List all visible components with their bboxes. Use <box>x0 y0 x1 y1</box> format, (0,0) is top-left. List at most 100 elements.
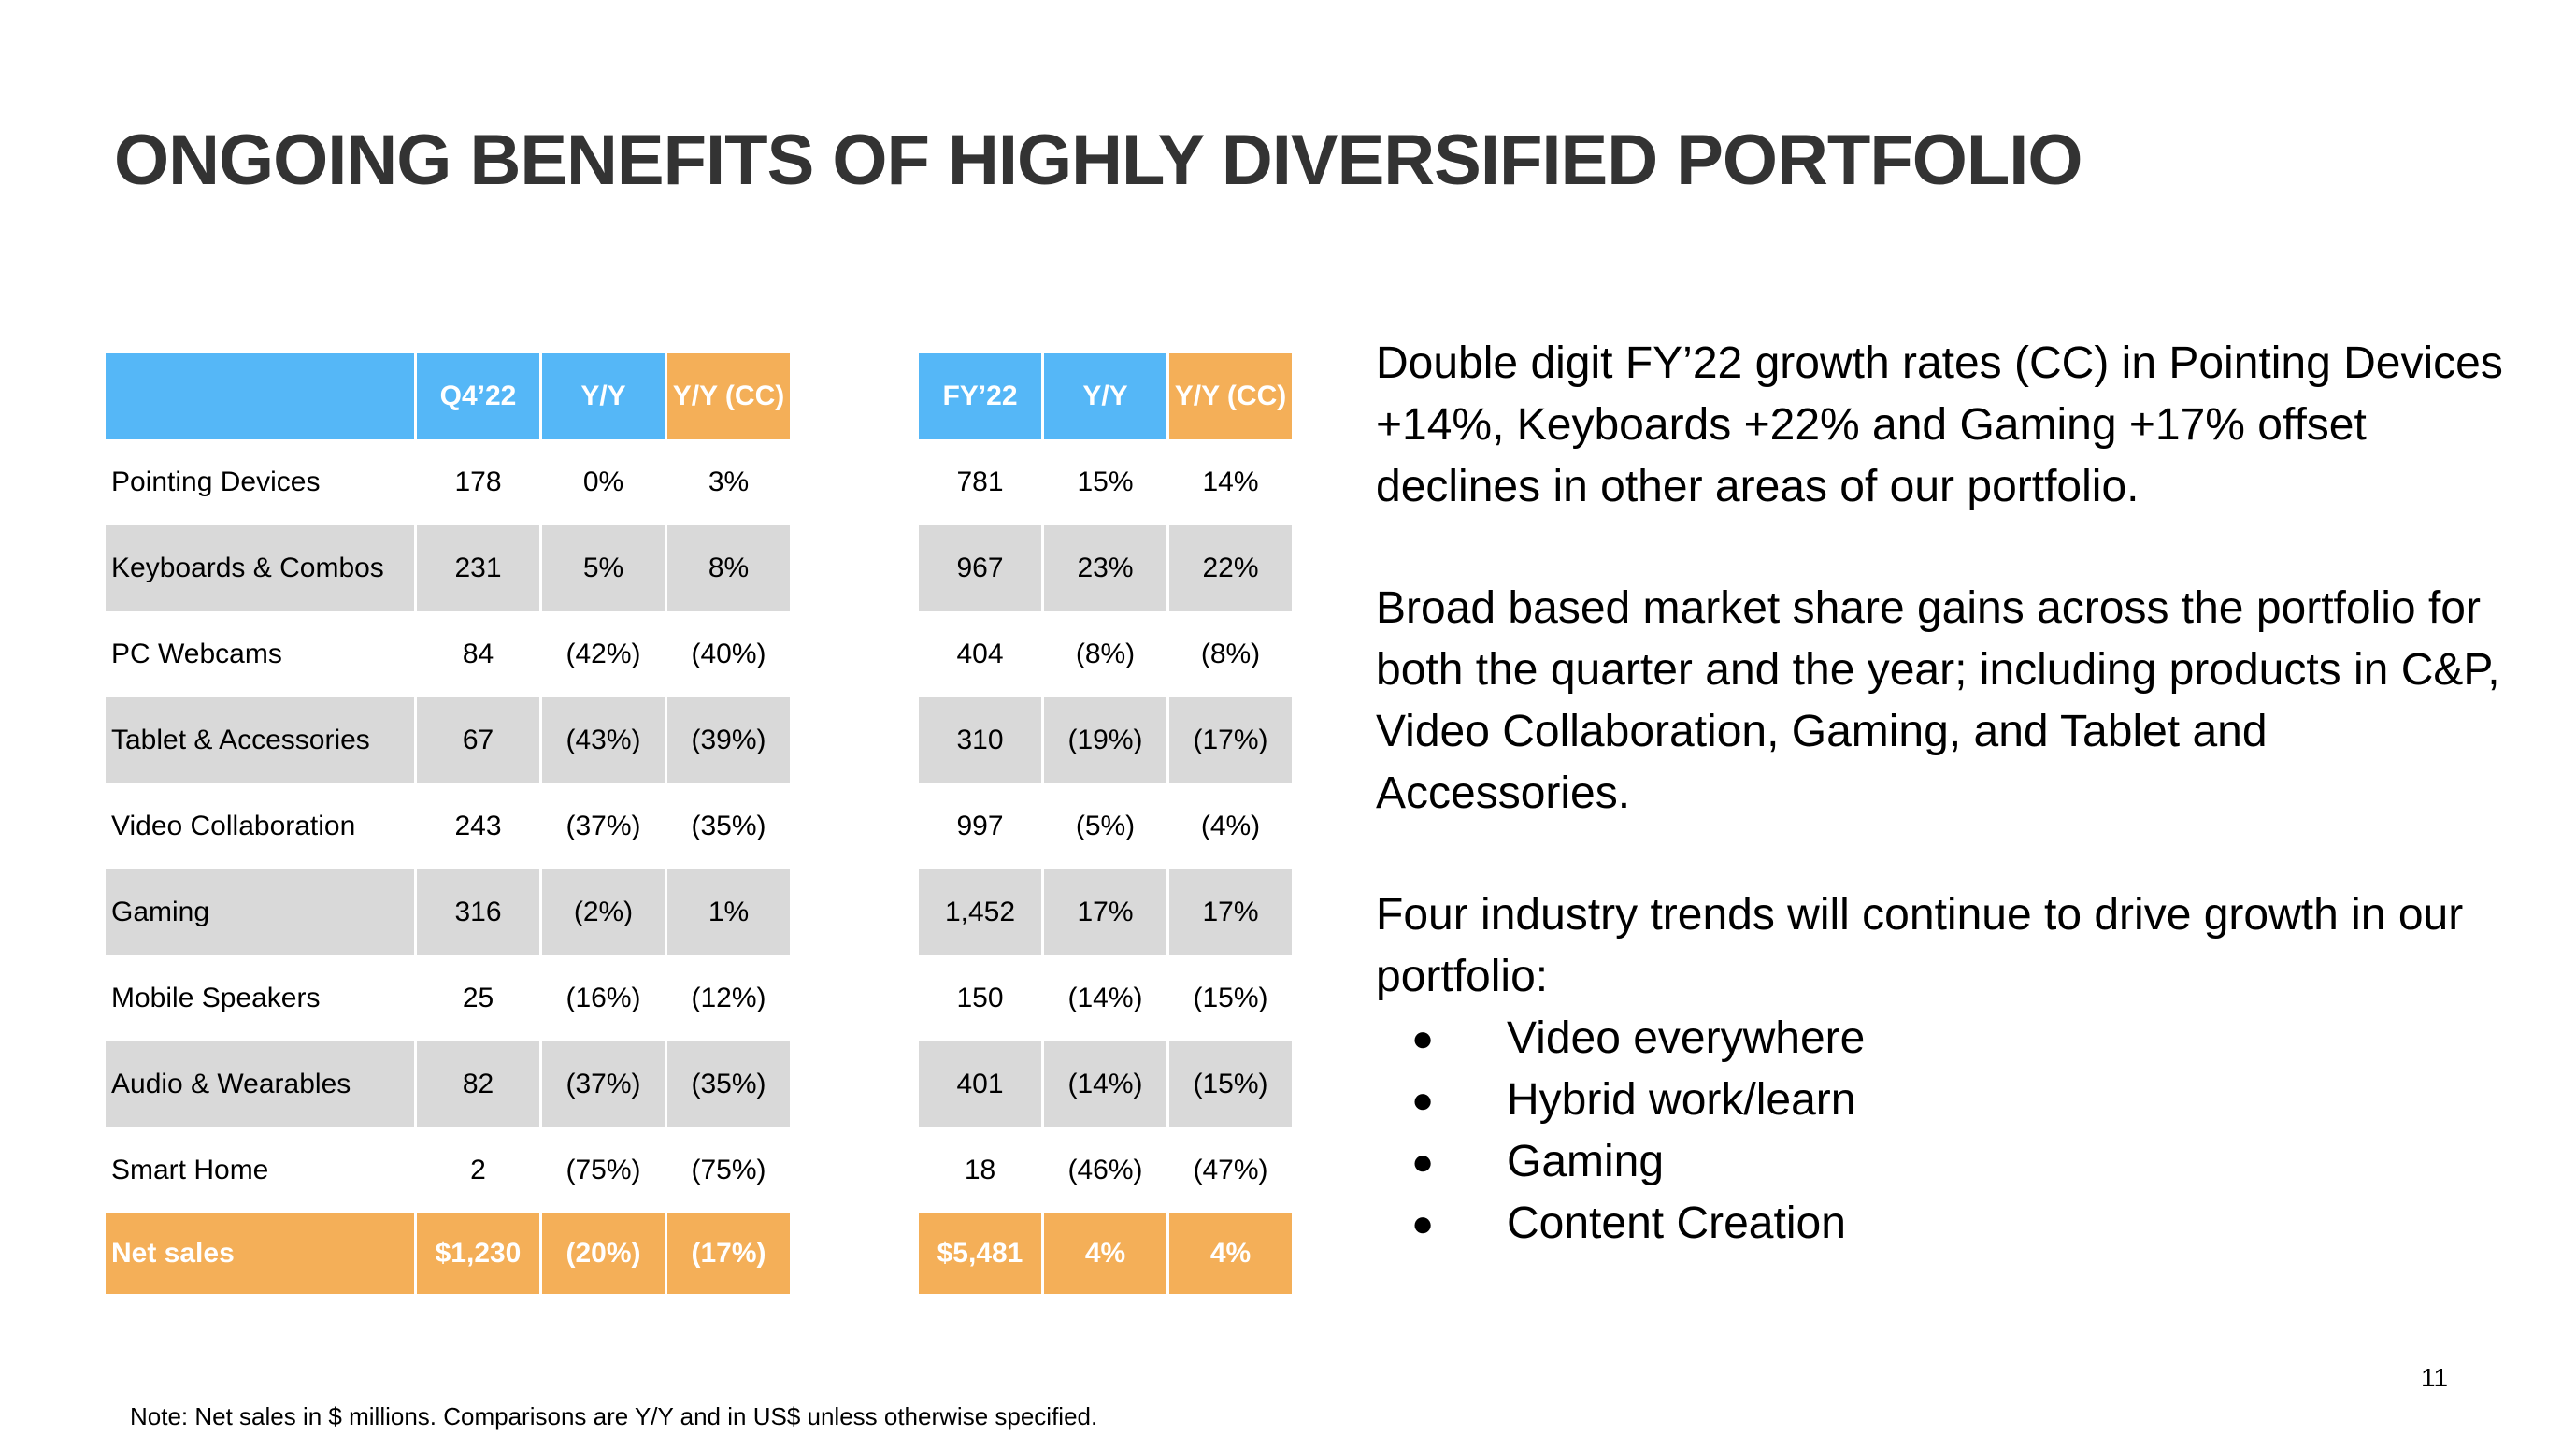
commentary-para-1: Double digit FY’22 growth rates (CC) in … <box>1376 338 2503 511</box>
table-cell: 17% <box>1044 869 1166 955</box>
table-cell: 15% <box>1077 467 1134 497</box>
table-row: 150 (14%) (15%) <box>919 955 1292 1041</box>
table-cell: (17%) <box>667 1213 790 1294</box>
table-cell: 14% <box>1202 467 1259 497</box>
table-cell: 23% <box>1044 525 1166 611</box>
table-cell: (75%) <box>565 1155 641 1185</box>
table-cell: 3% <box>708 467 750 497</box>
table-cell: (15%) <box>1169 1041 1292 1127</box>
table-cell: 17% <box>1169 869 1292 955</box>
table-cell: (40%) <box>691 639 766 669</box>
commentary-para-3: Four industry trends will continue to dr… <box>1376 890 2464 1001</box>
table-cell: (37%) <box>542 1041 665 1127</box>
table-cell: (17%) <box>1169 697 1292 783</box>
table-cell: 2 <box>470 1155 486 1185</box>
table-row: Gaming 316 (2%) 1% <box>106 869 790 955</box>
table-cell: 316 <box>417 869 539 955</box>
slide-title: ONGOING BENEFITS OF HIGHLY DIVERSIFIED P… <box>114 121 2083 200</box>
table-cell: 4% <box>1169 1213 1292 1294</box>
table-row: Keyboards & Combos 231 5% 8% <box>106 525 790 611</box>
row-label: Keyboards & Combos <box>106 525 414 611</box>
header-row: Q4’22 Y/Y Y/Y (CC) <box>106 353 790 439</box>
table-cell: (5%) <box>1075 811 1136 841</box>
table-cell: 997 <box>956 811 1004 841</box>
table-cell: 310 <box>919 697 1041 783</box>
row-label: Gaming <box>106 869 414 955</box>
table-cell: 67 <box>417 697 539 783</box>
table-cell: 82 <box>417 1041 539 1127</box>
table-cell: 401 <box>919 1041 1041 1127</box>
table-row: 781 15% 14% <box>919 439 1292 525</box>
table-cell: (12%) <box>691 983 766 1013</box>
table-cell: 1,452 <box>919 869 1041 955</box>
header-row: FY’22 Y/Y Y/Y (CC) <box>919 353 1292 439</box>
table-cell: (35%) <box>691 811 766 841</box>
commentary: Double digit FY’22 growth rates (CC) in … <box>1376 333 2526 1255</box>
q4-table: Q4’22 Y/Y Y/Y (CC) Pointing Devices 178 0% 3% K… <box>103 353 793 1294</box>
table-cell: (8%) <box>1200 639 1261 669</box>
table-cell: 404 <box>956 639 1004 669</box>
trend-item: Content Creation <box>1376 1193 2526 1255</box>
table-cell: 150 <box>956 983 1004 1013</box>
footnote: Note: Net sales in $ millions. Compariso… <box>130 1402 1098 1430</box>
table-cell: $5,481 <box>919 1213 1041 1294</box>
table-cell: $1,230 <box>417 1213 539 1294</box>
table-cell: (4%) <box>1200 811 1261 841</box>
table-cell: (47%) <box>1193 1155 1268 1185</box>
row-label: Video Collaboration <box>111 811 356 841</box>
table-cell: 84 <box>462 639 494 669</box>
table-cell: 5% <box>542 525 665 611</box>
trend-list: Video everywhere Hybrid work/learn Gamin… <box>1376 1008 2526 1255</box>
row-label: Smart Home <box>111 1155 269 1185</box>
table-row: Pointing Devices 178 0% 3% <box>106 439 790 525</box>
column-header: FY’22 <box>919 353 1041 439</box>
table-row: 404 (8%) (8%) <box>919 611 1292 697</box>
table-cell: (14%) <box>1044 1041 1166 1127</box>
row-label: Audio & Wearables <box>106 1041 414 1127</box>
table-row: Tablet & Accessories 67 (43%) (39%) <box>106 697 790 783</box>
table-cell: 781 <box>956 467 1004 497</box>
table-row: 967 23% 22% <box>919 525 1292 611</box>
table-row: Mobile Speakers 25 (16%) (12%) <box>106 955 790 1041</box>
page-number: 11 <box>2421 1363 2449 1392</box>
table-row: 997 (5%) (4%) <box>919 783 1292 869</box>
table-row: Video Collaboration 243 (37%) (35%) <box>106 783 790 869</box>
table-row: PC Webcams 84 (42%) (40%) <box>106 611 790 697</box>
row-label: Net sales <box>106 1213 414 1294</box>
table-cell: 243 <box>454 811 502 841</box>
column-header <box>106 353 414 439</box>
table-cell: (2%) <box>542 869 665 955</box>
table-cell: 25 <box>462 983 494 1013</box>
column-header: Y/Y <box>1044 353 1166 439</box>
table-cell: (46%) <box>1067 1155 1143 1185</box>
table-row: Audio & Wearables 82 (37%) (35%) <box>106 1041 790 1127</box>
total-row: $5,481 4% 4% <box>919 1213 1292 1294</box>
row-label: Mobile Speakers <box>111 983 321 1013</box>
table-cell: 231 <box>417 525 539 611</box>
table-cell: (37%) <box>565 811 641 841</box>
table-cell: (15%) <box>1193 983 1268 1013</box>
column-header: Y/Y (CC) <box>667 353 790 439</box>
table-cell: 22% <box>1169 525 1292 611</box>
row-label: PC Webcams <box>111 639 282 669</box>
table-cell: (39%) <box>667 697 790 783</box>
table-cell: (16%) <box>565 983 641 1013</box>
trend-item: Gaming <box>1376 1131 2526 1193</box>
table-row: 18 (46%) (47%) <box>919 1127 1292 1213</box>
row-label: Pointing Devices <box>111 467 321 497</box>
table-row: 401 (14%) (15%) <box>919 1041 1292 1127</box>
fy-table: FY’22 Y/Y Y/Y (CC) 781 15% 14% 967 23% 22% 404 (8%… <box>916 353 1295 1294</box>
table-cell: (75%) <box>691 1155 766 1185</box>
column-header: Q4’22 <box>417 353 539 439</box>
table-cell: 967 <box>919 525 1041 611</box>
total-row: Net sales $1,230 (20%) (17%) <box>106 1213 790 1294</box>
table-cell: (42%) <box>565 639 641 669</box>
table-cell: 18 <box>964 1155 996 1185</box>
table-cell: (35%) <box>667 1041 790 1127</box>
table-cell: (19%) <box>1044 697 1166 783</box>
table-row: Smart Home 2 (75%) (75%) <box>106 1127 790 1213</box>
table-cell: 178 <box>454 467 502 497</box>
column-header: Y/Y <box>542 353 665 439</box>
row-label: Tablet & Accessories <box>106 697 414 783</box>
table-cell: (20%) <box>542 1213 665 1294</box>
